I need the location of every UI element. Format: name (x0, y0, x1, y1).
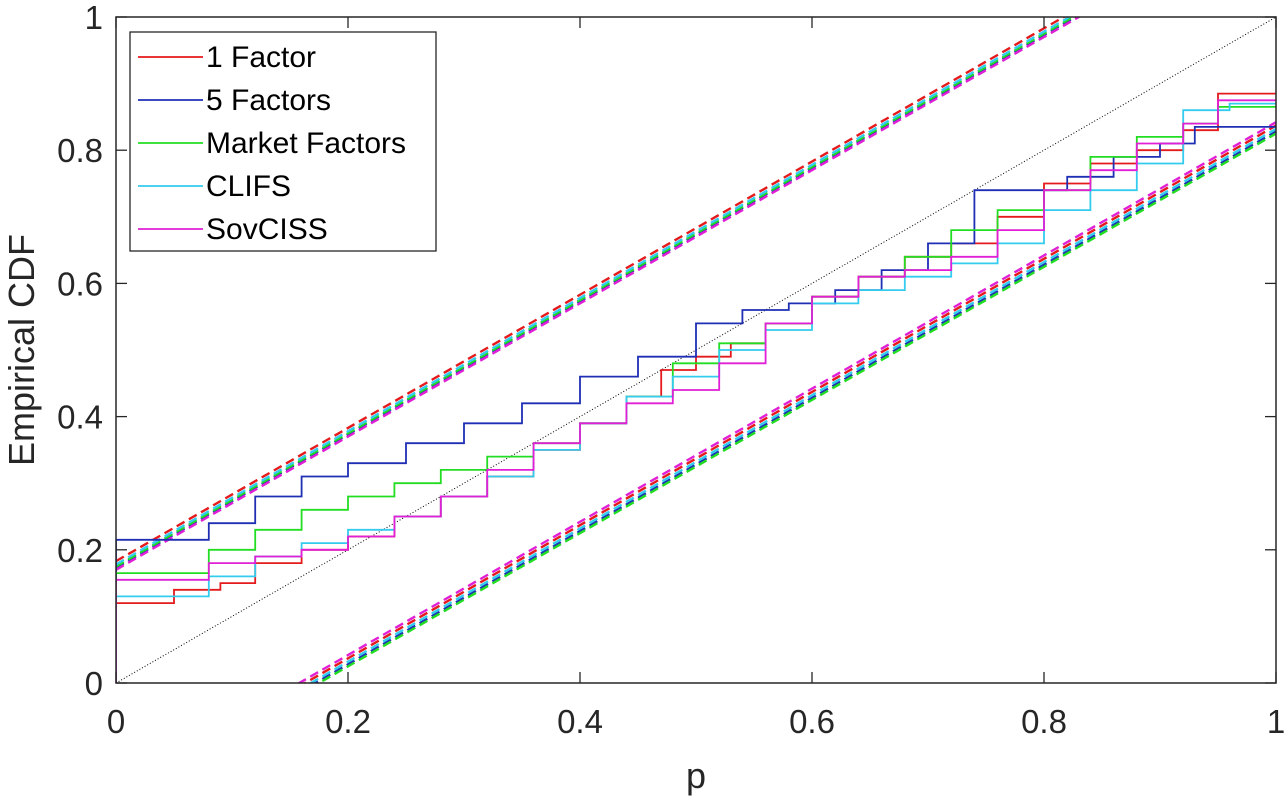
x-axis-title: p (686, 755, 706, 796)
1-factor-series-line (116, 92, 1276, 683)
legend-item-clifs: CLIFS (138, 170, 291, 203)
clifs-band-lower (308, 127, 1276, 683)
5-factors-band-lower (313, 130, 1276, 683)
x-tick-label: 0.2 (325, 703, 371, 740)
clifs-series-line (116, 102, 1276, 683)
y-axis-title: Empirical CDF (1, 234, 42, 466)
y-tick-label: 0 (85, 665, 103, 702)
sovciss-band-lower (296, 121, 1276, 683)
reference-diagonal-line (116, 17, 1276, 683)
x-tick-label: 0 (107, 703, 125, 740)
x-tick-label: 0.4 (557, 703, 603, 740)
legend-label: 1 Factor (206, 41, 316, 74)
legend-label: Market Factors (206, 127, 406, 160)
legend-item-1-factor: 1 Factor (138, 41, 316, 74)
x-tick-label: 1 (1267, 703, 1285, 740)
legend-box (129, 31, 437, 252)
y-tick-label: 0.4 (57, 399, 103, 436)
y-tick-label: 0.8 (57, 132, 103, 169)
tick-layer: 0 0.2 0.4 0.6 0.8 1 0 0.2 0.4 0.6 0.8 1 (57, 0, 1285, 740)
legend: 1 Factor 5 Factors Market Factors CLIFS SovC… (129, 31, 437, 252)
plot-frame (115, 16, 1277, 684)
data-layer (116, 17, 1276, 683)
legend-item-sovciss: SovCISS (138, 213, 328, 246)
y-tick-label: 1 (85, 0, 103, 36)
y-tick-label: 0.6 (57, 265, 103, 302)
legend-label: 5 Factors (206, 84, 331, 117)
y-tick-label: 0.2 (57, 532, 103, 569)
1-factor-band-lower (302, 124, 1276, 683)
sovciss-series-line (116, 99, 1276, 683)
market-factors-band-lower (316, 132, 1276, 683)
legend-label: CLIFS (206, 170, 291, 203)
legend-item-market-factors: Market Factors (138, 127, 406, 160)
x-tick-label: 0.8 (1021, 703, 1067, 740)
clipped-data (116, 17, 1276, 683)
x-tick-label: 0.6 (789, 703, 835, 740)
legend-items: 1 Factor 5 Factors Market Factors CLIFS SovC… (138, 41, 406, 246)
5-factors-series-line (116, 126, 1276, 683)
legend-label: SovCISS (206, 213, 328, 246)
legend-item-5-factors: 5 Factors (138, 84, 331, 117)
